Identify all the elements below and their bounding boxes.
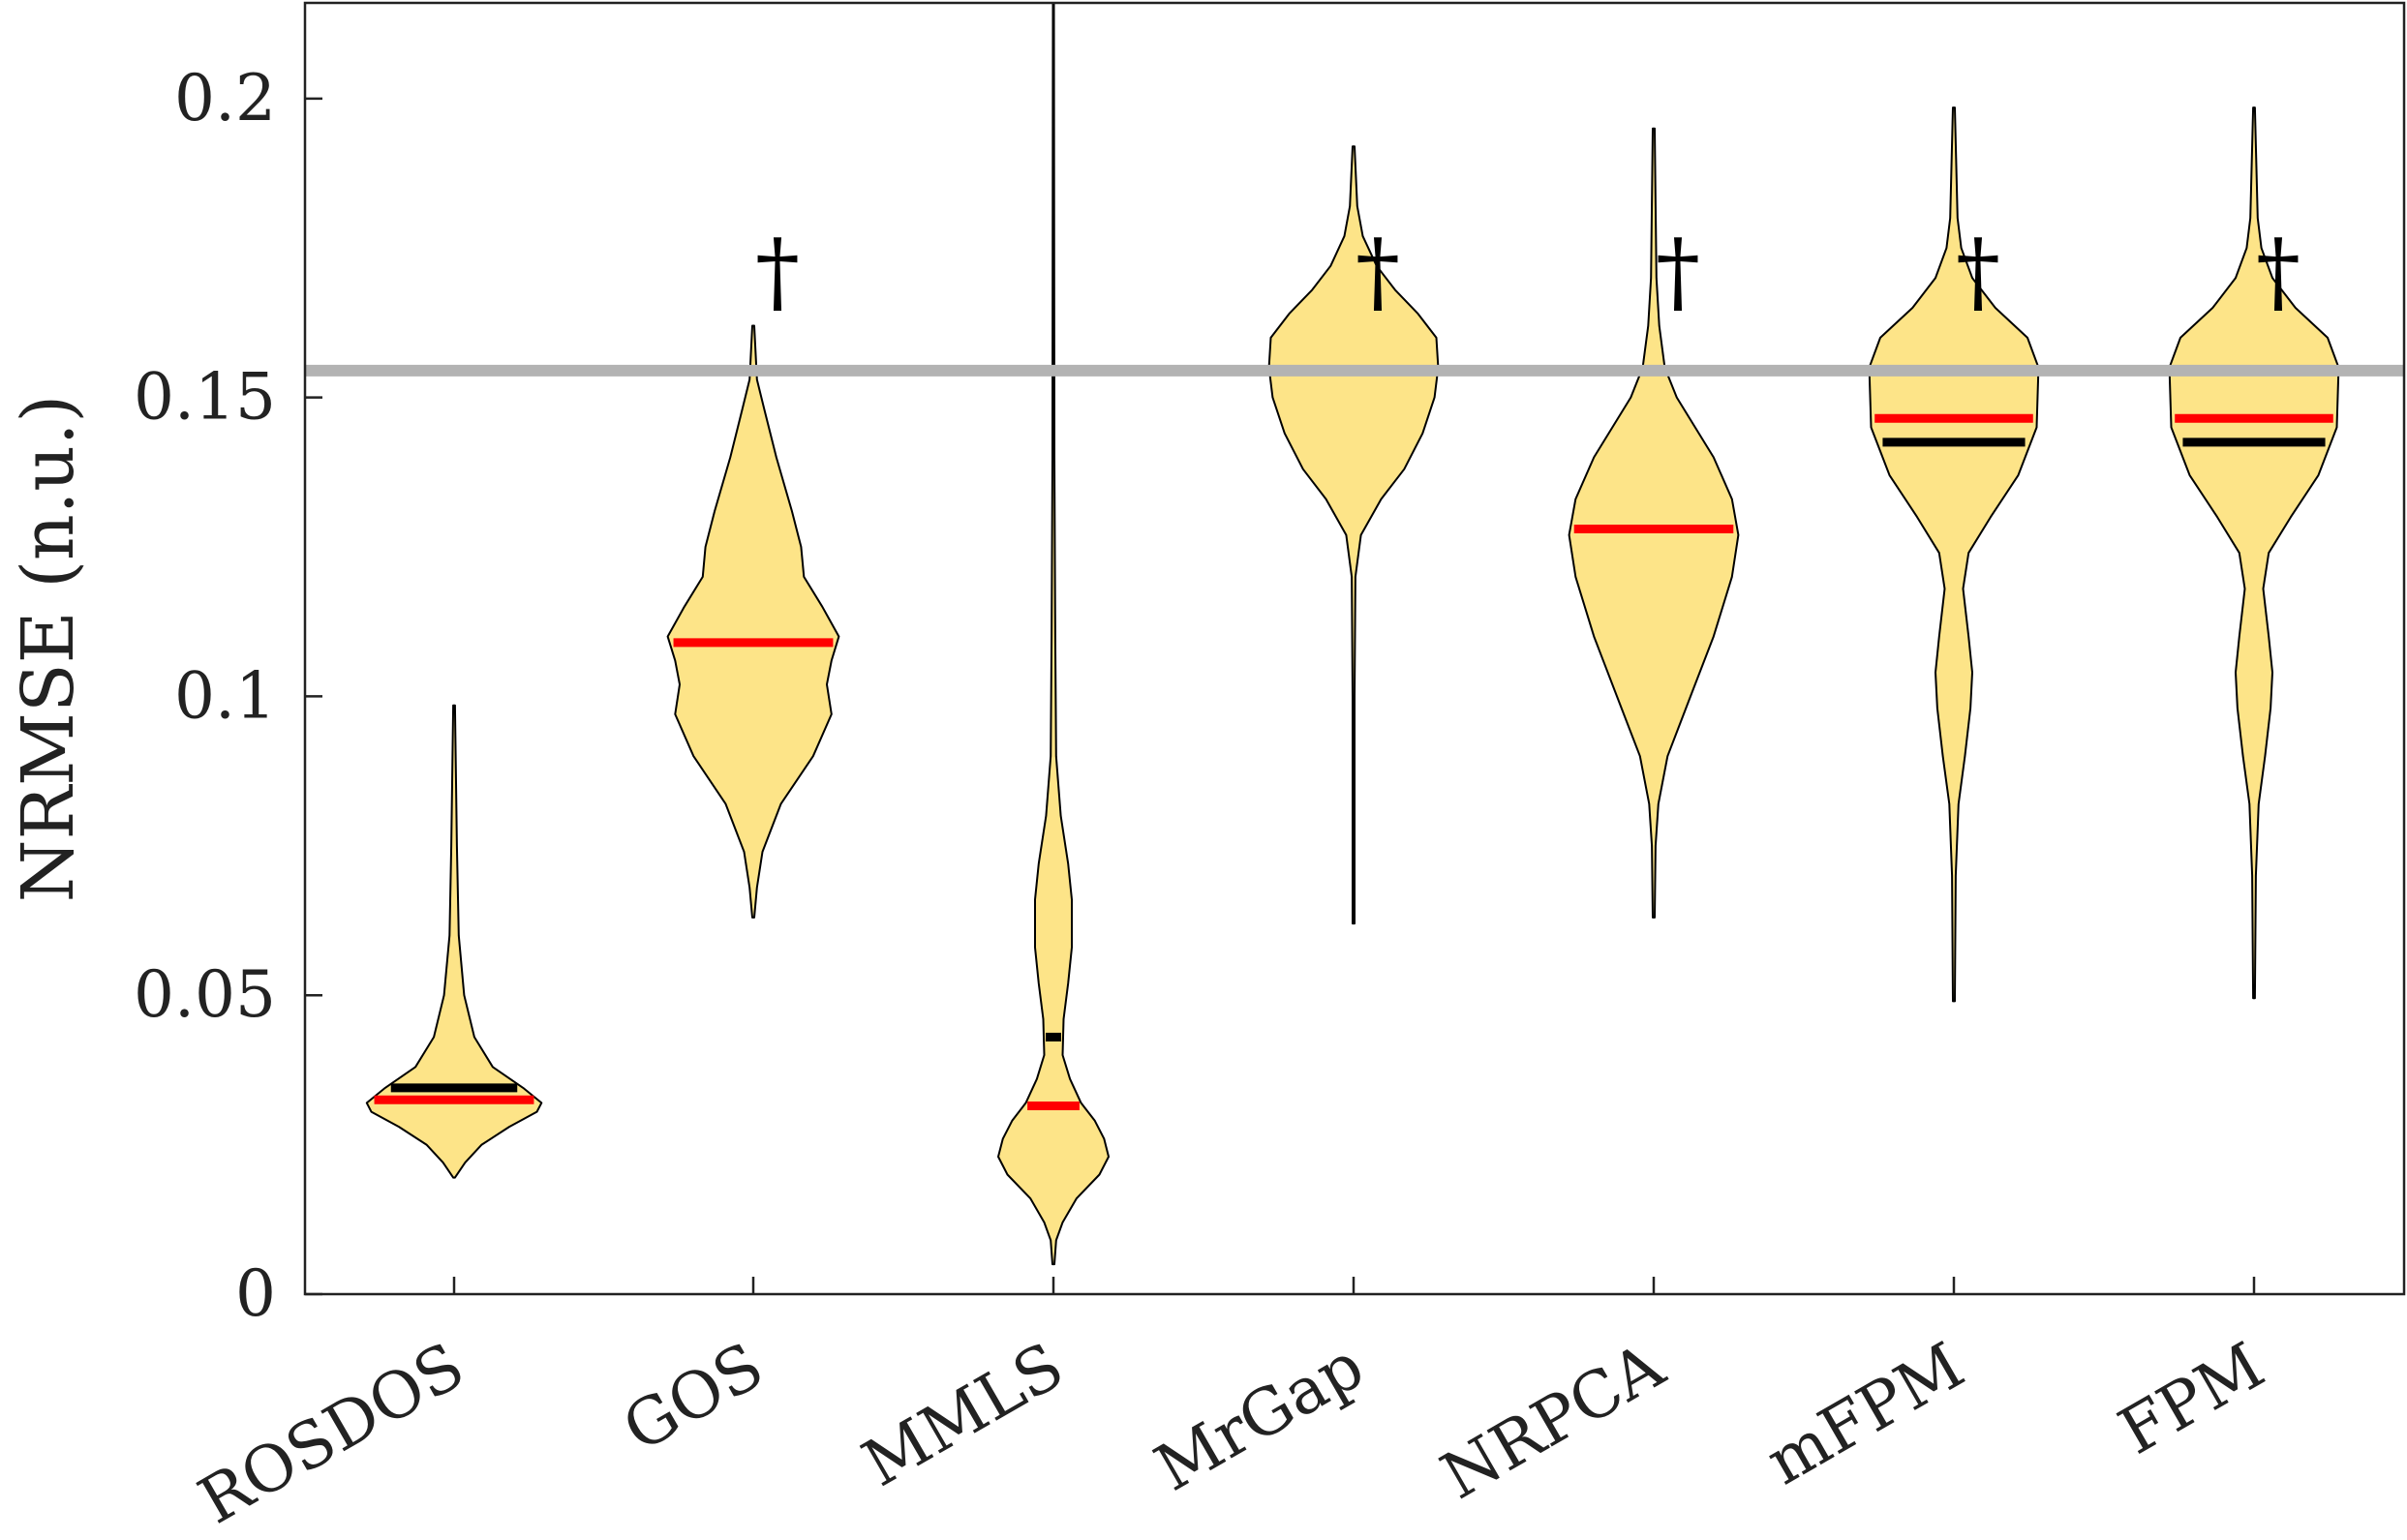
stat-lines — [374, 413, 2333, 1110]
y-axis-label: NRMSE (n.u.) — [7, 395, 90, 903]
x-axis-ticks: ROSDOS GOS MMLS MrGap NRPCA mFPM FPM — [187, 1277, 2276, 1538]
x-tick-label-nrpca: NRPCA — [1429, 1328, 1677, 1514]
significance-dagger-gos: † — [755, 220, 800, 323]
violin-rosdos — [365, 704, 543, 1179]
x-tick-label-gos: GOS — [611, 1328, 776, 1466]
significance-dagger-nrpca: † — [1656, 220, 1700, 323]
violin-mrgap — [1267, 145, 1440, 925]
x-tick-label-mmls: MMLS — [850, 1328, 1076, 1501]
significance-markers: † † † † † — [755, 220, 2300, 323]
violin-fpm — [2168, 106, 2340, 1000]
violin-gos — [666, 324, 840, 919]
violin-nrpca — [1568, 127, 1740, 919]
y-tick-label: 0.2 — [174, 61, 276, 136]
violin-group — [365, 2, 2340, 1266]
significance-dagger-mrgap: † — [1356, 220, 1400, 323]
significance-dagger-mfpm: † — [1956, 220, 2000, 323]
y-tick-label: 0.15 — [134, 360, 276, 435]
y-tick-label: 0.1 — [174, 658, 276, 733]
x-tick-label-mfpm: mFPM — [1754, 1328, 1976, 1499]
x-tick-label-fpm: FPM — [2107, 1328, 2276, 1469]
y-tick-label: 0.05 — [134, 957, 276, 1032]
x-tick-label-mrgap: MrGap — [1143, 1328, 1376, 1505]
violin-mfpm — [1868, 106, 2040, 1003]
y-tick-label: 0 — [235, 1256, 276, 1331]
significance-dagger-fpm: † — [2256, 220, 2300, 323]
y-axis-ticks: 0 0.05 0.1 0.15 0.2 — [134, 61, 322, 1331]
x-tick-label-rosdos: ROSDOS — [187, 1328, 476, 1538]
